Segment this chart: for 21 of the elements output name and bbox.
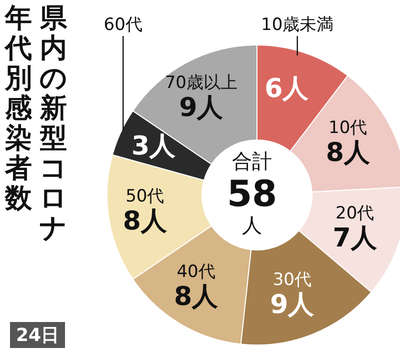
data-label: 8人 — [122, 206, 168, 237]
data-label: 6人 — [264, 74, 310, 104]
slice-label: 10歳未満 — [261, 15, 334, 35]
slice-label: 20代 — [336, 204, 374, 224]
data-label: 7人 — [332, 224, 378, 254]
chart-title: 県内の新型コロナ年代別感染者数 — [5, 3, 68, 244]
text: 24日 — [10, 322, 66, 348]
data-label: 8人 — [174, 282, 220, 312]
text: 人 — [242, 213, 262, 237]
data-label: 3人 — [131, 131, 177, 162]
data-label: 9人 — [179, 93, 224, 124]
slice-label: 50代 — [126, 186, 164, 207]
text: 58 — [226, 174, 278, 215]
data-label: 8人 — [326, 138, 371, 168]
slice-label: 30代 — [272, 270, 312, 290]
data-label: 9人 — [270, 290, 316, 320]
text: 合計 — [232, 149, 272, 173]
slice-label: 10代 — [328, 118, 368, 138]
slice-label: 40代 — [176, 262, 216, 282]
slice-label: 60代 — [104, 15, 142, 35]
slice-label: 70歳以上 — [164, 73, 238, 94]
